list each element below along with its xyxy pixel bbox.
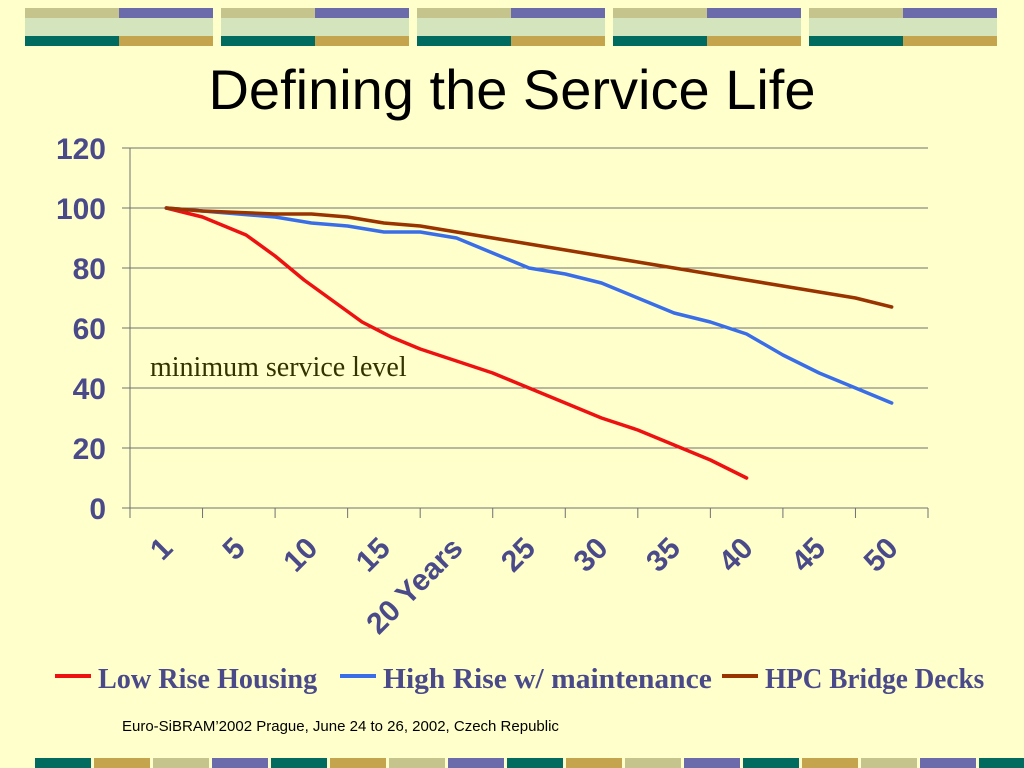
x-tick-label: 30 [568,532,615,579]
x-tick-label: 5 [217,532,252,567]
y-tick-label: 60 [73,313,106,346]
top-decorative-band [25,8,997,46]
band-block [119,36,213,46]
band-block [25,36,119,46]
band-block [221,8,315,18]
legend-label: HPC Bridge Decks [765,663,984,695]
slide-footer: Euro-SiBRAM’2002 Prague, June 24 to 26, … [122,718,559,735]
band-block [903,36,997,46]
y-tick-label: 40 [73,373,106,406]
band-block [153,758,209,768]
band-block [25,18,213,36]
band-block [221,18,409,36]
band-block [566,758,622,768]
band-block [802,758,858,768]
band-block [613,18,801,36]
band-block [707,8,801,18]
band-block [94,758,150,768]
x-tick-label: 40 [713,532,760,579]
series-line [164,206,894,405]
band-block [511,8,605,18]
band-block [25,8,119,18]
band-block [35,758,91,768]
y-tick-label: 120 [56,133,106,166]
band-block [315,36,409,46]
band-block [684,758,740,768]
band-block [743,758,799,768]
band-block [809,8,903,18]
x-tick-label: 35 [640,532,687,579]
legend-label: High Rise w/ maintenance [383,663,712,695]
band-block [613,8,707,18]
band-block [809,36,903,46]
y-tick-label: 80 [73,253,106,286]
band-block [979,758,1024,768]
y-tick-label: 100 [56,193,106,226]
bottom-decorative-band [35,758,1024,768]
band-block [389,758,445,768]
band-block [417,36,511,46]
legend-label: Low Rise Housing [98,663,318,695]
band-block [707,36,801,46]
series-line [164,206,894,309]
band-block [315,8,409,18]
x-tick-label: 10 [277,532,324,579]
band-block [417,8,511,18]
y-tick-label: 0 [89,493,106,526]
x-tick-label: 25 [495,532,542,579]
band-block [221,36,315,46]
slide-title: Defining the Service Life [208,58,816,121]
x-tick-label: 1 [144,532,179,567]
x-tick-label: 45 [785,532,832,579]
band-block [448,758,504,768]
band-block [625,758,681,768]
band-block [417,18,605,36]
band-block [507,758,563,768]
band-block [920,758,976,768]
band-block [613,36,707,46]
x-tick-label: 15 [350,532,397,579]
band-block [330,758,386,768]
band-block [809,18,997,36]
band-block [511,36,605,46]
y-tick-label: 20 [73,433,106,466]
band-block [271,758,327,768]
series-line [164,206,749,480]
band-block [861,758,917,768]
annotation-label: minimum service level [150,352,407,383]
x-tick-label: 50 [858,532,905,579]
band-block [212,758,268,768]
band-block [903,8,997,18]
band-block [119,8,213,18]
